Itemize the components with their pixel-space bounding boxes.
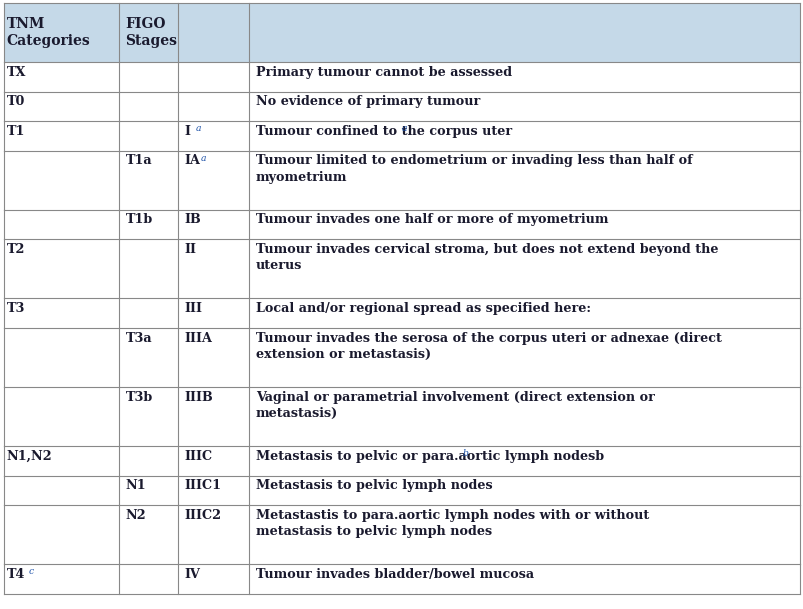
Bar xyxy=(4,328,799,387)
Bar xyxy=(4,387,799,446)
Bar xyxy=(4,62,799,91)
Text: IA: IA xyxy=(185,154,201,167)
Text: N1,N2: N1,N2 xyxy=(6,449,52,463)
Text: T1b: T1b xyxy=(125,213,153,227)
Text: Local and/or regional spread as specified here:: Local and/or regional spread as specifie… xyxy=(255,302,590,315)
Text: Primary tumour cannot be assessed: Primary tumour cannot be assessed xyxy=(255,66,512,79)
Bar xyxy=(4,150,799,209)
Text: T1: T1 xyxy=(6,125,25,138)
Text: No evidence of primary tumour: No evidence of primary tumour xyxy=(255,95,479,108)
Bar xyxy=(4,3,799,62)
Text: Tumour invades cervical stroma, but does not extend beyond the
uterus: Tumour invades cervical stroma, but does… xyxy=(255,243,717,272)
Text: N2: N2 xyxy=(125,509,146,522)
Text: Tumour limited to endometrium or invading less than half of
myometrium: Tumour limited to endometrium or invadin… xyxy=(255,154,691,184)
Text: c: c xyxy=(29,566,34,576)
Text: Metastasis to pelvic lymph nodes: Metastasis to pelvic lymph nodes xyxy=(255,479,491,492)
Text: I: I xyxy=(185,125,190,138)
Text: II: II xyxy=(185,243,197,256)
Text: T4: T4 xyxy=(6,568,25,581)
Text: IIIC: IIIC xyxy=(185,449,213,463)
Text: T3b: T3b xyxy=(125,390,153,404)
Bar xyxy=(4,564,799,594)
Bar xyxy=(4,239,799,298)
Text: Tumour invades one half or more of myometrium: Tumour invades one half or more of myome… xyxy=(255,213,607,227)
Text: T3a: T3a xyxy=(125,331,152,345)
Text: T3: T3 xyxy=(6,302,25,315)
Text: Metastasis to pelvic or para.aortic lymph nodesb: Metastasis to pelvic or para.aortic lymp… xyxy=(255,449,603,463)
Bar xyxy=(4,91,799,121)
Bar xyxy=(4,298,799,328)
Text: III: III xyxy=(185,302,202,315)
Text: Tumour invades the serosa of the corpus uteri or adnexae (direct
extension or me: Tumour invades the serosa of the corpus … xyxy=(255,331,720,361)
Text: IIIA: IIIA xyxy=(185,331,213,345)
Bar xyxy=(4,446,799,476)
Text: a: a xyxy=(200,153,206,163)
Text: a: a xyxy=(196,124,201,133)
Bar xyxy=(4,209,799,239)
Bar xyxy=(4,505,799,564)
Text: b: b xyxy=(462,449,467,458)
Text: T2: T2 xyxy=(6,243,25,256)
Text: Tumour confined to the corpus uter: Tumour confined to the corpus uter xyxy=(255,125,512,138)
Text: N1: N1 xyxy=(125,479,146,492)
Text: TNM
Categories: TNM Categories xyxy=(6,17,90,48)
Text: IIIC1: IIIC1 xyxy=(185,479,222,492)
Text: Tumour invades bladder/bowel mucosa: Tumour invades bladder/bowel mucosa xyxy=(255,568,533,581)
Text: IV: IV xyxy=(185,568,201,581)
Text: IB: IB xyxy=(185,213,202,227)
Text: T1a: T1a xyxy=(125,154,152,167)
Text: a: a xyxy=(402,124,407,133)
Bar xyxy=(4,121,799,150)
Text: T0: T0 xyxy=(6,95,25,108)
Bar xyxy=(4,476,799,505)
Text: Metastastis to para.aortic lymph nodes with or without
metastasis to pelvic lymp: Metastastis to para.aortic lymph nodes w… xyxy=(255,509,648,538)
Text: TX: TX xyxy=(6,66,26,79)
Text: IIIB: IIIB xyxy=(185,390,214,404)
Text: Vaginal or parametrial involvement (direct extension or
metastasis): Vaginal or parametrial involvement (dire… xyxy=(255,390,654,420)
Text: FIGO
Stages: FIGO Stages xyxy=(125,17,177,48)
Text: IIIC2: IIIC2 xyxy=(185,509,222,522)
